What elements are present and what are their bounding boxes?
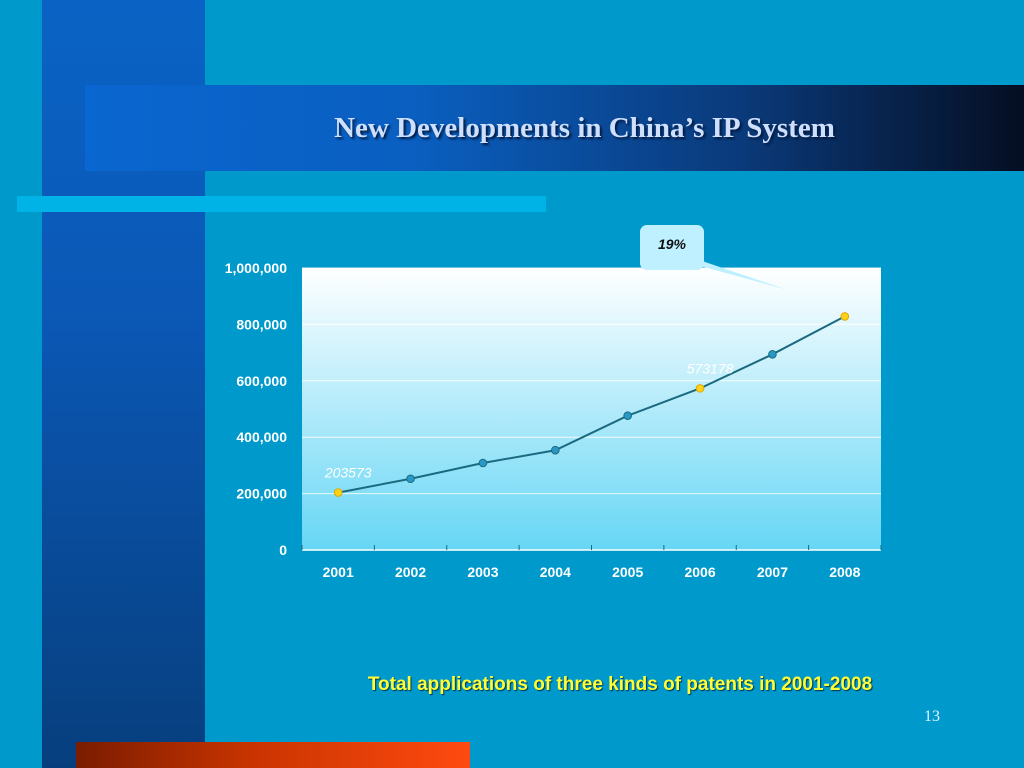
page-number: 13 <box>924 708 940 725</box>
highlight-point <box>840 312 850 321</box>
plot-area <box>302 268 881 550</box>
x-tick-label: 2004 <box>540 564 571 580</box>
callout-box <box>640 225 704 270</box>
data-label: 573178 <box>687 360 734 376</box>
y-tick-label: 200,000 <box>236 486 287 502</box>
title-bar <box>85 85 1024 171</box>
data-label: 203573 <box>324 465 372 481</box>
x-tick-label: 2002 <box>395 564 426 580</box>
highlight-point <box>695 384 705 393</box>
y-tick-label: 0 <box>279 542 287 558</box>
slide-title: New Developments in China’s IP System <box>334 111 835 144</box>
x-tick-label: 2001 <box>323 564 354 580</box>
chart-caption: Total applications of three kinds of pat… <box>367 674 873 695</box>
y-tick-label: 1,000,000 <box>225 260 287 276</box>
callout-label: 19% <box>658 236 687 252</box>
data-point <box>623 411 632 420</box>
data-point <box>478 458 488 468</box>
highlight-point <box>333 488 343 497</box>
y-tick-label: 400,000 <box>236 429 287 445</box>
accent-line <box>17 196 546 212</box>
x-tick-label: 2005 <box>612 564 643 580</box>
bottom-decor-bar <box>76 742 470 768</box>
y-tick-label: 600,000 <box>236 373 287 389</box>
data-point <box>406 474 415 484</box>
data-point <box>768 350 777 359</box>
x-tick-label: 2003 <box>467 564 498 580</box>
x-tick-label: 2006 <box>684 564 715 580</box>
data-point <box>551 445 560 455</box>
x-tick-label: 2008 <box>829 564 860 580</box>
series-line <box>337 315 846 494</box>
y-tick-label: 800,000 <box>236 316 287 332</box>
x-tick-label: 2007 <box>757 564 788 580</box>
